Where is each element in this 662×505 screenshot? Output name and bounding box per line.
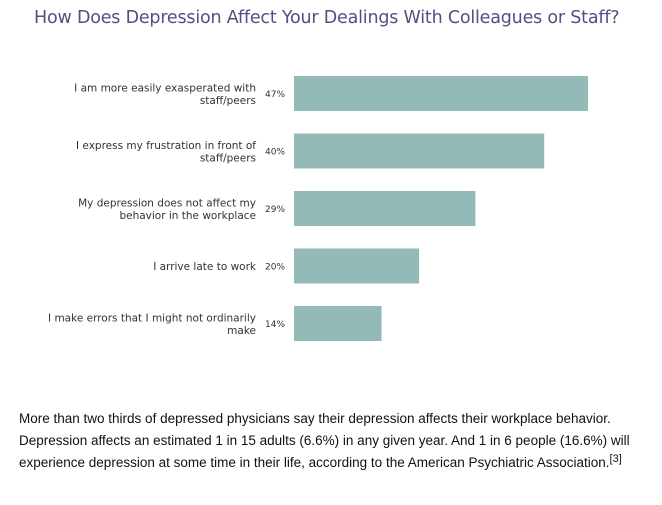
category-label-1: I am more easily exasperated with staff/p… [74,82,256,107]
category-label-3: My depression does not affect my behavior… [78,197,256,222]
bar-5 [294,306,382,341]
category-label-2: I express my frustration in front of staf… [76,140,256,165]
bar-1 [294,76,588,111]
category-label-4: I arrive late to work [153,261,257,273]
bar-4 [294,248,420,284]
category-label-5: I make errors that I might not ordinaril… [48,312,256,337]
value-label-5: 14% [265,320,285,330]
caption-paragraph: More than two thirds of depressed physic… [19,408,649,474]
chart-title: How Does Depression Affect Your Dealings… [34,8,620,28]
bar-chart: I am more easily exasperated with staff/p… [48,76,588,341]
value-label-1: 47% [265,90,285,100]
value-label-2: 40% [265,148,285,158]
reference-link[interactable]: [3] [609,453,622,465]
value-label-3: 29% [265,205,285,215]
caption-text: More than two thirds of depressed physic… [19,411,630,470]
value-label-4: 20% [265,263,285,273]
bar-3 [294,191,476,226]
bar-2 [294,133,545,169]
